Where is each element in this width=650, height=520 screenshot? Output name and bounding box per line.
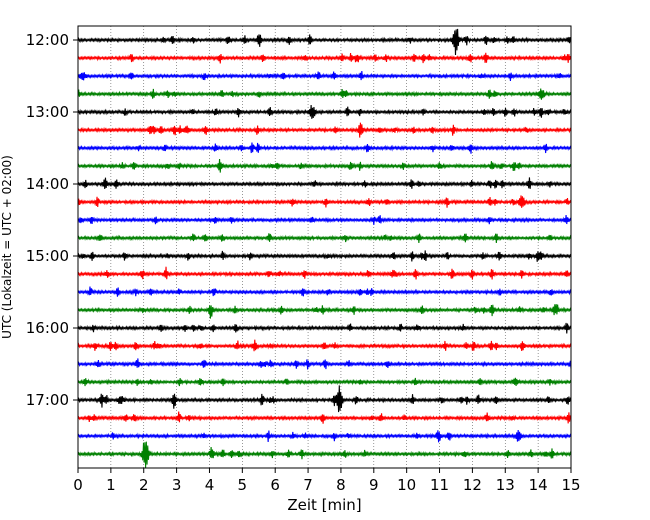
x-tick-label: 4 (205, 476, 215, 494)
y-tick-label: 14:00 (26, 175, 69, 193)
seismic-traces (77, 28, 572, 468)
x-axis: 0 1 2 3 4 5 6 7 8 9 10 11 12 13 14 15 (73, 468, 581, 494)
seismic-trace (77, 358, 572, 370)
x-tick-label: 15 (561, 476, 580, 494)
y-tick-label: 17:00 (26, 391, 69, 409)
seismic-trace (77, 28, 572, 56)
seismic-trace (77, 88, 572, 100)
seismic-trace (77, 385, 572, 413)
x-tick-label: 0 (73, 476, 83, 494)
x-tick-label: 10 (397, 476, 416, 494)
y-axis-label: UTC (Lokalzeit = UTC + 02:00) (0, 155, 14, 339)
x-tick-label: 12 (463, 476, 482, 494)
y-tick-label: 12:00 (26, 31, 69, 49)
seismic-trace (77, 142, 572, 154)
x-axis-label: Zeit [min] (287, 496, 361, 514)
seismic-trace (77, 429, 572, 443)
y-axis: 12:00 13:00 14:00 15:00 16:00 17:00 (26, 31, 78, 409)
seismic-trace (77, 52, 572, 64)
seismic-trace (77, 304, 572, 319)
seismic-trace (77, 177, 572, 190)
x-tick-label: 1 (106, 476, 116, 494)
seismic-trace (77, 233, 572, 244)
x-tick-label: 9 (369, 476, 379, 494)
seismic-trace (77, 377, 572, 387)
x-tick-label: 7 (303, 476, 313, 494)
x-tick-label: 14 (529, 476, 548, 494)
x-tick-label: 6 (270, 476, 280, 494)
x-tick-label: 13 (496, 476, 515, 494)
seismic-trace (77, 266, 572, 280)
seismic-trace (77, 158, 572, 173)
x-tick-label: 11 (430, 476, 449, 494)
x-tick-label: 3 (172, 476, 182, 494)
seismic-trace (77, 214, 572, 225)
seismic-trace (77, 339, 572, 352)
seismic-trace (77, 105, 572, 119)
seismic-trace (77, 441, 572, 468)
seismic-trace (77, 250, 572, 262)
y-tick-label: 16:00 (26, 319, 69, 337)
x-tick-label: 5 (238, 476, 248, 494)
y-tick-label: 13:00 (26, 103, 69, 121)
seismic-trace (77, 322, 572, 334)
x-tick-label: 2 (139, 476, 149, 494)
x-tick-label: 8 (336, 476, 346, 494)
plot-frame (77, 25, 572, 469)
seismic-trace (77, 71, 572, 81)
seismic-trace (77, 411, 572, 424)
seismic-trace (77, 286, 572, 297)
seismic-trace (77, 195, 572, 208)
seismic-trace (77, 122, 572, 138)
y-tick-label: 15:00 (26, 247, 69, 265)
